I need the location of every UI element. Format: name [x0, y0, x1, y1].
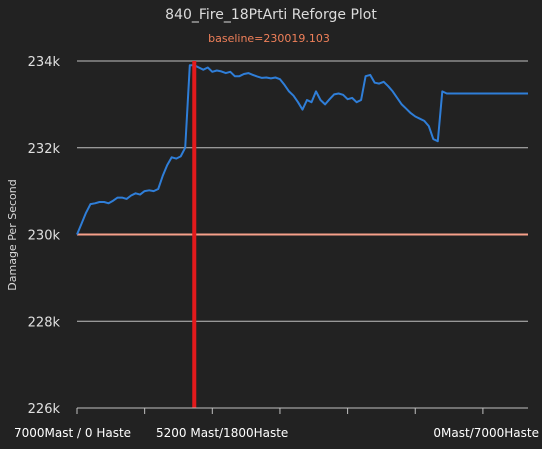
x-tick-label: 5200 Mast/1800Haste [156, 426, 288, 440]
chart-title: 840_Fire_18PtArti Reforge Plot [165, 7, 377, 23]
x-tick-label: 7000Mast / 0 Haste [14, 426, 131, 440]
y-tick-label: 234k [28, 55, 61, 70]
y-tick-label: 230k [28, 229, 61, 244]
series-line [76, 64, 528, 235]
y-tick-label: 228k [28, 315, 61, 330]
y-axis-label: Damage Per Second [6, 179, 19, 290]
y-tick-label: 232k [28, 142, 61, 157]
x-tick-label: 0Mast/7000Haste [433, 426, 539, 440]
chart-subtitle: baseline=230019.103 [208, 32, 330, 45]
y-tick-label: 226k [28, 402, 61, 417]
